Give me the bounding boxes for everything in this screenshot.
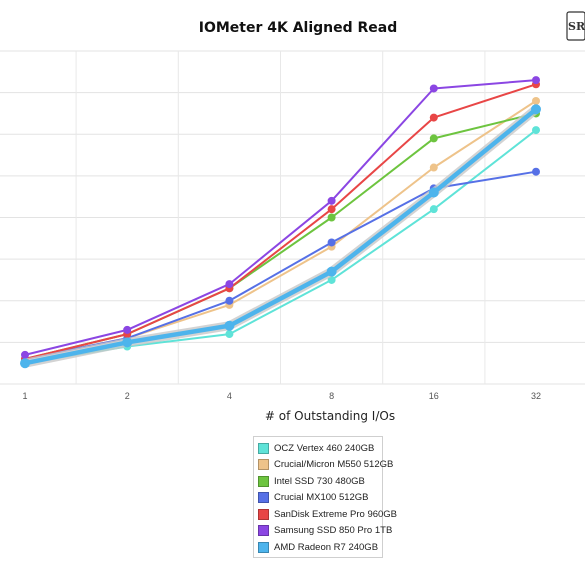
data-point	[532, 76, 540, 85]
legend-swatch	[258, 541, 269, 553]
data-point	[20, 358, 30, 369]
data-point	[21, 350, 29, 359]
data-point	[225, 330, 234, 339]
site-logo-text: SR	[568, 20, 585, 33]
x-tick-label: 32	[531, 391, 541, 401]
legend-label: SanDisk Extreme Pro 960GB	[274, 508, 398, 520]
x-tick-label: 16	[429, 391, 439, 401]
data-point	[123, 325, 132, 334]
legend-item: Crucial/Micron M550 512GB	[258, 457, 393, 474]
series-5	[21, 76, 540, 359]
legend: OCZ Vertex 460 240GB Crucial/Micron M550 …	[253, 436, 397, 558]
data-point	[122, 337, 133, 348]
legend-item: OCZ Vertex 460 240GB	[258, 440, 378, 457]
x-tick-label: 2	[125, 391, 130, 401]
data-point	[327, 275, 336, 284]
data-point	[327, 213, 336, 222]
data-point	[532, 96, 540, 105]
data-point	[531, 104, 541, 115]
series-line	[24, 83, 537, 360]
data-point	[327, 196, 336, 205]
legend-item: AMD Radeon R7 240GB	[258, 539, 378, 556]
legend-label: OCZ Vertex 460 240GB	[274, 442, 375, 454]
series-line	[24, 107, 538, 366]
site-logo: SR	[566, 11, 585, 41]
data-point	[429, 134, 438, 143]
data-point	[225, 280, 234, 289]
series-4	[21, 80, 540, 364]
data-point	[429, 113, 438, 122]
legend-label: Crucial MX100 512GB	[274, 492, 369, 504]
x-tick-label: 4	[227, 391, 232, 401]
legend-swatch	[258, 475, 269, 487]
x-tick-label: 8	[329, 391, 334, 401]
data-point	[532, 167, 540, 176]
chart-title: IOMeter 4K Aligned Read	[199, 20, 398, 36]
data-point	[225, 296, 234, 305]
series-line	[24, 79, 537, 356]
legend-item: Intel SSD 730 480GB	[258, 473, 378, 490]
legend-swatch	[258, 525, 269, 537]
legend-swatch	[258, 508, 269, 520]
legend-item: SanDisk Extreme Pro 960GB	[258, 506, 397, 523]
legend-item: Crucial MX100 512GB	[258, 490, 378, 507]
legend-label: AMD Radeon R7 240GB	[274, 541, 379, 553]
data-point	[532, 126, 540, 135]
data-point	[224, 320, 235, 331]
data-point	[326, 266, 337, 277]
data-point	[429, 163, 438, 172]
legend-swatch	[258, 459, 269, 471]
data-point	[428, 187, 439, 198]
legend-label: Intel SSD 730 480GB	[274, 475, 365, 487]
legend-swatch	[258, 492, 269, 504]
series-layer	[20, 76, 541, 369]
legend-label: Crucial/Micron M550 512GB	[274, 459, 394, 471]
series-6	[20, 104, 541, 369]
x-tick-label: 1	[22, 391, 27, 401]
data-point	[327, 238, 336, 247]
grid	[0, 50, 585, 385]
legend-item: Samsung SSD 850 Pro 1TB	[258, 523, 392, 540]
x-axis-ticks: 1 2 4 8 16 32	[22, 391, 541, 401]
data-point	[429, 84, 438, 93]
legend-label: Samsung SSD 850 Pro 1TB	[274, 525, 393, 537]
data-point	[429, 205, 438, 214]
x-axis-label: # of Outstanding I/Os	[265, 409, 395, 423]
data-point	[327, 205, 336, 214]
legend-swatch	[258, 442, 269, 454]
